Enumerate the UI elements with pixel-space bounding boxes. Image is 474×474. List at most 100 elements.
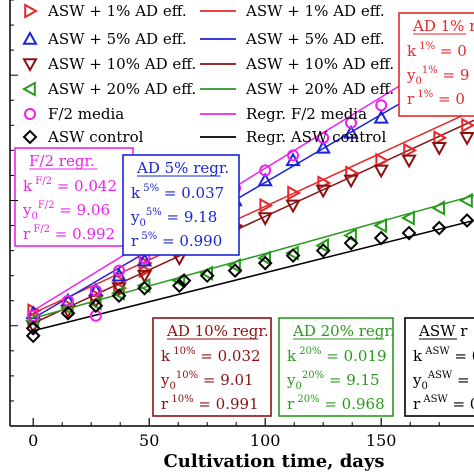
annotation-frame-asw10: [152, 317, 272, 417]
regression-line-asw10: [32, 119, 474, 324]
data-point-f2: [89, 284, 102, 297]
annotation-r-asw10: r 10% = 0.991: [161, 394, 259, 413]
annotation-y0-asw1: y01% = 9: [406, 65, 469, 87]
annotation-title-f2: F/2 regr.: [29, 152, 95, 170]
data-point-f2: [113, 264, 126, 277]
annotation-k-asw10: k 10% = 0.032: [161, 346, 261, 365]
data-point-f2: [259, 164, 272, 177]
legend-label-control: ASW control: [47, 128, 144, 146]
annotation-y0-asw20: y020% = 9.15: [286, 370, 380, 392]
data-point-asw20: [458, 192, 473, 209]
data-point-asw5: [257, 172, 273, 187]
data-point-asw10: [431, 142, 447, 156]
x-axis-label: Cultivation time, days: [163, 451, 384, 472]
annotation-title-asw20: AD 20% regr.: [292, 322, 395, 340]
data-points-group: [25, 59, 474, 344]
data-point-asw1: [433, 130, 448, 146]
data-point-asw20: [431, 200, 445, 216]
data-point-asw1: [461, 117, 474, 133]
annotation-frame-control: [404, 317, 474, 417]
data-point-asw20: [400, 210, 415, 226]
data-point-control: [227, 263, 243, 279]
legend-marker-asw1: [24, 3, 39, 19]
x-tick-label: 0: [28, 431, 38, 450]
data-point-asw5: [373, 109, 389, 124]
data-point-asw20: [315, 237, 329, 254]
data-point-f2: [375, 99, 388, 112]
annotation-frame-f2: [14, 147, 134, 247]
annotation-k-asw20: k 20% = 0.019: [287, 346, 387, 365]
annotation-frame-asw5: [122, 154, 240, 256]
data-point-f2: [317, 131, 330, 144]
regression-lines-group: [32, 39, 474, 332]
data-point-control: [285, 248, 301, 264]
legend-marker-asw20: [21, 81, 36, 97]
data-point-asw20: [373, 217, 387, 234]
data-point-f2: [27, 309, 40, 322]
annotation-box-asw20: AD 20% regr. k 20% = 0.019 y020% = 9.15 r 2…: [278, 317, 395, 417]
legend-label-f2: F/2 media: [48, 105, 124, 123]
data-point-f2: [345, 116, 358, 129]
data-point-control: [171, 278, 187, 294]
legend-line-label-asw1: ASW + 1% AD eff.: [245, 2, 385, 20]
data-point-asw10: [285, 199, 301, 214]
annotation-r-asw1: r 1% = 0: [407, 89, 465, 108]
x-tick-label: 150: [366, 431, 397, 450]
data-point-control: [25, 320, 41, 336]
data-point-control: [137, 280, 152, 296]
annotation-title-control: ASW r: [418, 322, 468, 340]
annotation-r-f2: r F/2 = 0.992: [23, 224, 115, 243]
data-point-control: [459, 213, 474, 228]
legend-marker-control: [22, 129, 38, 145]
legend: ASW + 1% AD eff. ASW + 5% AD eff. ASW + 10…: [21, 2, 394, 146]
data-point-asw1: [259, 197, 274, 214]
data-point-control: [88, 298, 104, 314]
annotation-r-asw5: r 5% = 0.990: [131, 231, 222, 250]
annotation-k-control: k ASW = 0: [413, 346, 474, 365]
data-point-control: [373, 230, 389, 246]
annotation-title-asw10: AD 10% regr.: [166, 322, 269, 340]
legend-line-label-asw5: ASW + 5% AD eff.: [245, 30, 385, 48]
data-point-control: [315, 243, 331, 259]
data-point-asw10: [373, 164, 389, 179]
legend-marker-asw5: [22, 30, 38, 45]
data-point-asw20: [226, 257, 241, 274]
data-point-asw1: [375, 152, 390, 169]
annotation-y0-control: y0ASW = 0: [412, 370, 474, 392]
data-point-control: [111, 288, 127, 304]
data-point-asw10: [315, 184, 331, 199]
annotation-box-asw5: AD 5% regr. k 5% = 0.037 y05% = 9.18 r 5% =…: [122, 154, 240, 256]
legend-label-asw20: ASW + 20% AD eff.: [47, 80, 196, 98]
data-point-control: [176, 273, 192, 289]
annotation-box-control: ASW r k ASW = 0 y0ASW = 0 r ASW = 0: [404, 317, 474, 417]
legend-marker-f2: [24, 108, 36, 120]
annotation-box-asw10: AD 10% regr. k 10% = 0.032 y010% = 9.01 r 1…: [152, 317, 272, 417]
x-tick-label: 100: [250, 431, 281, 450]
annotation-y0-f2: y0F/2 = 9.06: [22, 200, 110, 222]
annotation-y0-asw5: y05% = 9.18: [130, 207, 217, 229]
data-point-control: [257, 255, 273, 271]
legend-line-label-control: Regr. ASW control: [246, 128, 386, 146]
data-point-asw10: [136, 269, 153, 284]
annotation-frame-asw1: [398, 12, 474, 117]
annotation-r-control: r ASW = 0: [413, 394, 474, 413]
annotation-frame-asw20: [278, 317, 394, 417]
regression-line-control: [33, 219, 474, 332]
data-point-asw5: [136, 252, 153, 267]
data-point-asw5: [315, 139, 331, 154]
data-point-control: [199, 268, 215, 284]
data-point-f2: [287, 149, 300, 162]
data-point-asw20: [257, 250, 271, 266]
data-point-f2: [62, 294, 74, 307]
data-point-control: [25, 328, 41, 344]
legend-line-label-asw20: ASW + 20% AD eff.: [245, 80, 394, 98]
annotation-k-asw5: k 5% = 0.037: [131, 183, 224, 202]
annotation-y0-asw10: y010% = 9.01: [160, 370, 254, 392]
annotation-box-f2: F/2 regr. k F/2 = 0.042 y0F/2 = 9.06 r F/2 …: [14, 147, 134, 247]
data-point-asw10: [257, 212, 273, 227]
regression-line-asw1: [32, 109, 474, 314]
legend-label-asw10: ASW + 10% AD eff.: [47, 55, 196, 73]
regression-line-asw20: [32, 194, 474, 319]
data-point-asw10: [401, 154, 417, 169]
annotation-box-asw1: AD 1% r k 1% = 0 y01% = 9 r 1% = 0: [398, 12, 474, 117]
